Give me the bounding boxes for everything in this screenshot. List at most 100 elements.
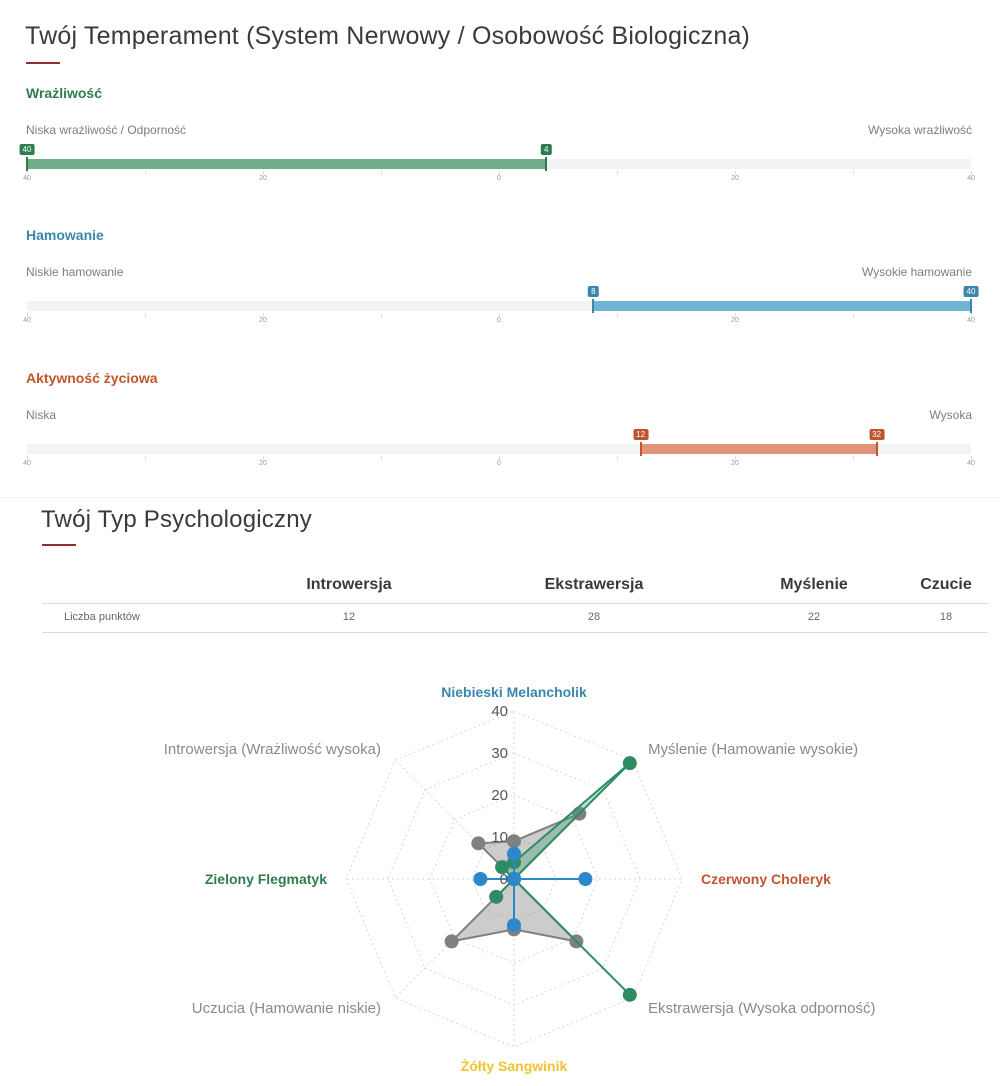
radar-axis-label: Zielony Flegmatyk xyxy=(205,871,327,887)
radar-point xyxy=(473,872,488,886)
scale-axis-tick-label: 40 xyxy=(23,175,31,182)
radar-series-area xyxy=(495,762,631,996)
radar-r-tick-label: 0 xyxy=(500,871,508,888)
scale-minor-tick xyxy=(735,456,736,460)
scale-axis-tick-label: 0 xyxy=(497,175,501,182)
scale-axis-tick-label: 0 xyxy=(497,317,501,324)
scale-minor-tick xyxy=(735,171,736,175)
scale-axis-tick-label: 20 xyxy=(731,460,739,467)
radar-point xyxy=(507,872,521,886)
radar-axis-label: Myślenie (Hamowanie wysokie) xyxy=(648,741,858,758)
scale-end-marker-inhibition xyxy=(970,299,972,313)
scale-right-label-sensitivity: Wysoka wrażliwość xyxy=(868,123,972,137)
radar-point xyxy=(572,806,587,821)
psych-type-header-empty xyxy=(42,570,234,604)
scale-name-vitality: Aktywność życiowa xyxy=(26,370,158,386)
scale-axis-tick-label: 0 xyxy=(497,460,501,467)
scale-minor-tick xyxy=(735,313,736,317)
psych-type-header-introversion: Introwersja xyxy=(234,570,464,604)
radar-axis-label: Ekstrawersja (Wysoka odporność) xyxy=(648,1000,875,1017)
radar-spoke xyxy=(513,878,634,999)
scale-minor-tick xyxy=(853,171,854,175)
scale-name-inhibition: Hamowanie xyxy=(26,227,104,243)
scale-left-label-inhibition: Niskie hamowanie xyxy=(26,265,124,279)
radar-grid-ring xyxy=(345,710,683,1048)
scale-minor-tick xyxy=(27,313,28,317)
scale-left-label-sensitivity: Niska wrażliwość / Odporność xyxy=(26,123,187,137)
scale-end-marker-sensitivity xyxy=(545,157,548,171)
scale-axis-tick-label: 20 xyxy=(731,317,739,324)
scale-start-marker-sensitivity xyxy=(26,157,28,171)
radar-point xyxy=(471,836,486,851)
scale-axis-tick-label: 20 xyxy=(259,317,267,324)
scale-minor-tick xyxy=(617,456,618,460)
radar-series-area xyxy=(448,812,581,943)
scale-axis-tick-label: 40 xyxy=(23,317,31,324)
scale-axis-tick-label: 40 xyxy=(967,460,975,467)
scale-minor-tick xyxy=(381,456,382,460)
radar-point xyxy=(495,860,510,875)
radar-point xyxy=(507,872,521,886)
scale-minor-tick xyxy=(263,456,264,460)
psych-type-header-extraversion: Ekstrawersja xyxy=(464,570,724,604)
scale-right-label-inhibition: Wysokie hamowanie xyxy=(862,265,972,279)
scale-track-inhibition xyxy=(27,301,971,311)
scale-minor-tick xyxy=(971,456,972,460)
psych-type-title: Twój Typ Psychologiczny xyxy=(41,506,312,533)
scale-fill-vitality xyxy=(640,444,877,454)
scale-start-badge-inhibition: 8 xyxy=(588,286,599,297)
radar-point xyxy=(444,934,459,949)
psych-type-value-extraversion: 28 xyxy=(464,603,724,633)
radar-point xyxy=(507,918,521,933)
radar-point xyxy=(507,872,521,886)
scale-minor-tick xyxy=(499,456,500,460)
scale-axis-tick-label: 20 xyxy=(259,175,267,182)
radar-axis-label: Uczucia (Hamowanie niskie) xyxy=(192,1000,381,1017)
radar-r-tick-label: 40 xyxy=(491,703,508,720)
scale-right-label-vitality: Wysoka xyxy=(929,408,972,422)
radar-point xyxy=(507,846,521,861)
psych-type-value-feeling: 18 xyxy=(904,603,988,633)
scale-fill-sensitivity xyxy=(27,159,547,169)
scale-minor-tick xyxy=(145,171,146,175)
scale-left-label-vitality: Niska xyxy=(26,408,57,422)
scale-minor-tick xyxy=(381,171,382,175)
radar-spoke xyxy=(394,759,515,880)
scale-minor-tick xyxy=(499,313,500,317)
scale-minor-tick xyxy=(27,171,28,175)
scale-axis-tick-label: 20 xyxy=(259,460,267,467)
temperament-title-underline xyxy=(26,62,60,64)
scale-start-marker-inhibition xyxy=(592,299,595,313)
radar-point xyxy=(569,934,584,949)
radar-point xyxy=(507,872,521,886)
radar-grid-ring xyxy=(471,836,557,922)
scale-minor-tick xyxy=(853,456,854,460)
scale-axis-tick-label: 40 xyxy=(967,175,975,182)
radar-point xyxy=(507,834,521,849)
scale-minor-tick xyxy=(145,456,146,460)
radar-point xyxy=(507,872,521,886)
scale-axis-tick-label: 40 xyxy=(967,317,975,324)
scale-minor-tick xyxy=(499,171,500,175)
radar-spoke xyxy=(394,878,515,999)
scale-fill-inhibition xyxy=(593,301,971,311)
psych-type-header-row: Introwersja Ekstrawersja Myślenie Czucie xyxy=(42,570,988,604)
psych-type-value-introversion: 12 xyxy=(234,603,464,633)
psych-type-header-thinking: Myślenie xyxy=(724,570,904,604)
scale-end-badge-sensitivity: 4 xyxy=(540,144,552,155)
radar-point xyxy=(507,872,521,886)
scale-minor-tick xyxy=(263,313,264,317)
scale-axis-tick-label: 20 xyxy=(731,175,739,182)
radar-point xyxy=(507,872,521,886)
psych-type-row-label: Liczba punktów xyxy=(42,603,234,633)
radar-point xyxy=(507,855,521,870)
temperament-title: Twój Temperament (System Nerwowy / Osobo… xyxy=(25,22,751,50)
radar-series-area xyxy=(480,853,586,926)
scale-start-badge-sensitivity: 40 xyxy=(19,144,35,155)
radar-axis-label: Introwersja (Wrażliwość wysoka) xyxy=(164,741,381,758)
radar-spoke xyxy=(513,759,634,880)
scale-end-badge-inhibition: 40 xyxy=(963,286,979,297)
scale-end-marker-vitality xyxy=(875,442,878,456)
radar-point xyxy=(507,872,521,886)
radar-point xyxy=(489,889,504,904)
